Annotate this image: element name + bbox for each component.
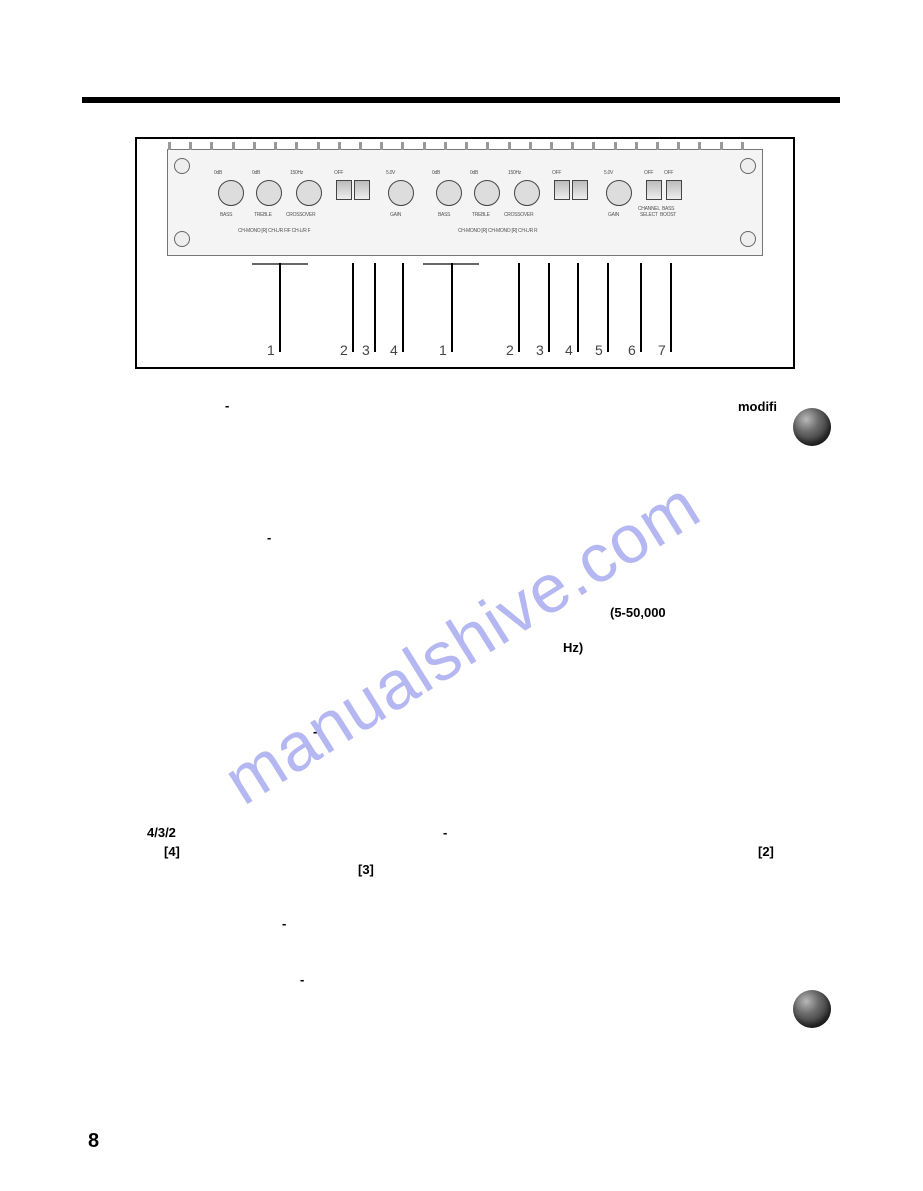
page: 0dB 0dB 150Hz OFF 5.0V 0dB 0dB 150Hz OFF… (0, 0, 923, 1191)
text-dash: - (225, 398, 229, 413)
label: BASS (220, 212, 232, 218)
label: 0dB (470, 170, 478, 176)
label: CROSSOVER (286, 212, 315, 218)
knob-bass-a (218, 180, 244, 206)
knob-treble-b (474, 180, 500, 206)
switch-bass-boost (666, 180, 682, 200)
leader (640, 263, 642, 352)
leader (548, 263, 550, 352)
leader-num: 3 (536, 342, 544, 358)
label: CH-MONO [R] CH-L/R F/F CH-L/R F (238, 228, 310, 234)
page-number: 8 (88, 1130, 99, 1153)
leader-num: 4 (390, 342, 398, 358)
leader-num: 7 (658, 342, 666, 358)
knob-gain-a (388, 180, 414, 206)
leader-num: 2 (340, 342, 348, 358)
globe-icon (793, 990, 831, 1028)
leader (607, 263, 609, 352)
label: GAIN (390, 212, 401, 218)
switch-channel-select (646, 180, 662, 200)
knob-crossover-a (296, 180, 322, 206)
leader (279, 263, 281, 352)
label: TREBLE (472, 212, 490, 218)
text-dash: - (443, 825, 447, 840)
switch-lp-hp-b (554, 180, 570, 200)
heatsink-top (168, 142, 762, 150)
leader (352, 263, 354, 352)
label: OFF (552, 170, 561, 176)
label: 0dB (432, 170, 440, 176)
screw (174, 231, 190, 247)
watermark: manualshive.com (210, 466, 713, 820)
switch-off-a (354, 180, 370, 200)
text-ref2: [2] (758, 844, 774, 859)
knob-treble-a (256, 180, 282, 206)
leader (451, 263, 453, 352)
text-dash: - (300, 972, 304, 987)
screw (740, 231, 756, 247)
header-rule (82, 97, 840, 103)
text-dash: - (267, 530, 271, 545)
text-432: 4/3/2 (147, 825, 176, 840)
leader-num: 6 (628, 342, 636, 358)
label: 5.0V (604, 170, 613, 176)
leader-num: 1 (439, 342, 447, 358)
text-modifi: modifi (738, 399, 777, 414)
switch-off-b (572, 180, 588, 200)
globe-icon (793, 408, 831, 446)
leader-num: 2 (506, 342, 514, 358)
label: TREBLE (254, 212, 272, 218)
label: CH-MONO [R] CH-MONO [R] CH-L/R R (458, 228, 537, 234)
label: 150Hz (290, 170, 303, 176)
text-range: (5-50,000 (610, 605, 666, 620)
leader (402, 263, 404, 352)
leader (577, 263, 579, 352)
text-ref4: [4] (164, 844, 180, 859)
knob-crossover-b (514, 180, 540, 206)
leader (518, 263, 520, 352)
screw (740, 158, 756, 174)
amplifier-diagram: 0dB 0dB 150Hz OFF 5.0V 0dB 0dB 150Hz OFF… (135, 137, 795, 369)
text-hz: Hz) (563, 640, 583, 655)
leader-num: 5 (595, 342, 603, 358)
leader-num: 1 (267, 342, 275, 358)
label: SELECT (640, 212, 658, 218)
label: OFF (334, 170, 343, 176)
screw (174, 158, 190, 174)
label: 0dB (214, 170, 222, 176)
text-dash: - (282, 916, 286, 931)
label: BOOST (660, 212, 676, 218)
knob-bass-b (436, 180, 462, 206)
label: BASS (438, 212, 450, 218)
label: 5.0V (386, 170, 395, 176)
leader (670, 263, 672, 352)
label: 150Hz (508, 170, 521, 176)
text-ref3: [3] (358, 862, 374, 877)
leader-num: 3 (362, 342, 370, 358)
label: CROSSOVER (504, 212, 533, 218)
label: 0dB (252, 170, 260, 176)
text-dash: - (313, 724, 317, 739)
label: GAIN (608, 212, 619, 218)
knob-gain-b (606, 180, 632, 206)
leader (374, 263, 376, 352)
label: OFF (664, 170, 673, 176)
label: OFF (644, 170, 653, 176)
switch-lp-hp-a (336, 180, 352, 200)
amp-body: 0dB 0dB 150Hz OFF 5.0V 0dB 0dB 150Hz OFF… (167, 149, 763, 256)
leader-num: 4 (565, 342, 573, 358)
